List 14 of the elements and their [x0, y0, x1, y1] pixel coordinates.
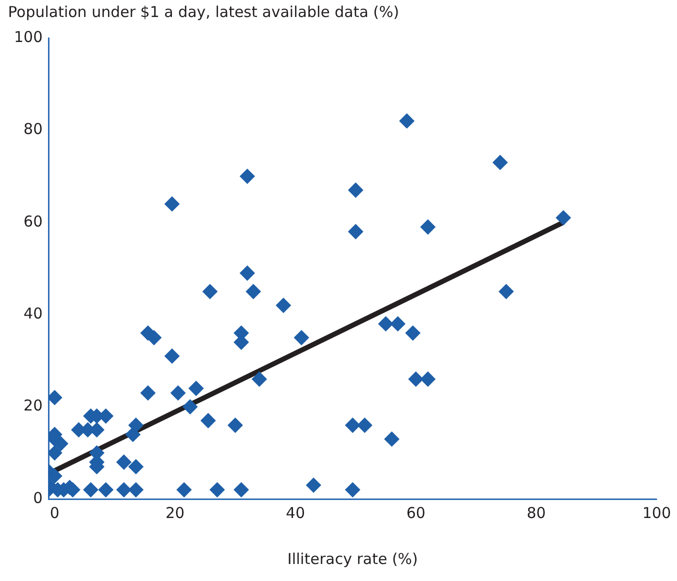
- y-tick-label: 0: [33, 488, 43, 507]
- y-tick-label: 40: [24, 304, 43, 322]
- y-axis-title: Population under $1 a day, latest available data (%): [8, 2, 400, 21]
- x-tick-label: 20: [166, 504, 185, 522]
- y-tick-label: 20: [24, 396, 43, 415]
- x-tick-label: 40: [286, 504, 306, 522]
- x-tick-label: 60: [406, 504, 426, 522]
- x-tick-label: 100: [642, 504, 672, 522]
- x-tick-label: 80: [526, 504, 546, 522]
- x-axis-title: Illiteracy rate (%): [287, 550, 418, 568]
- y-tick-label: 80: [24, 120, 43, 138]
- y-tick-label: 60: [24, 212, 43, 230]
- y-tick-label: 100: [14, 28, 43, 46]
- x-tick-label: 0: [50, 504, 60, 522]
